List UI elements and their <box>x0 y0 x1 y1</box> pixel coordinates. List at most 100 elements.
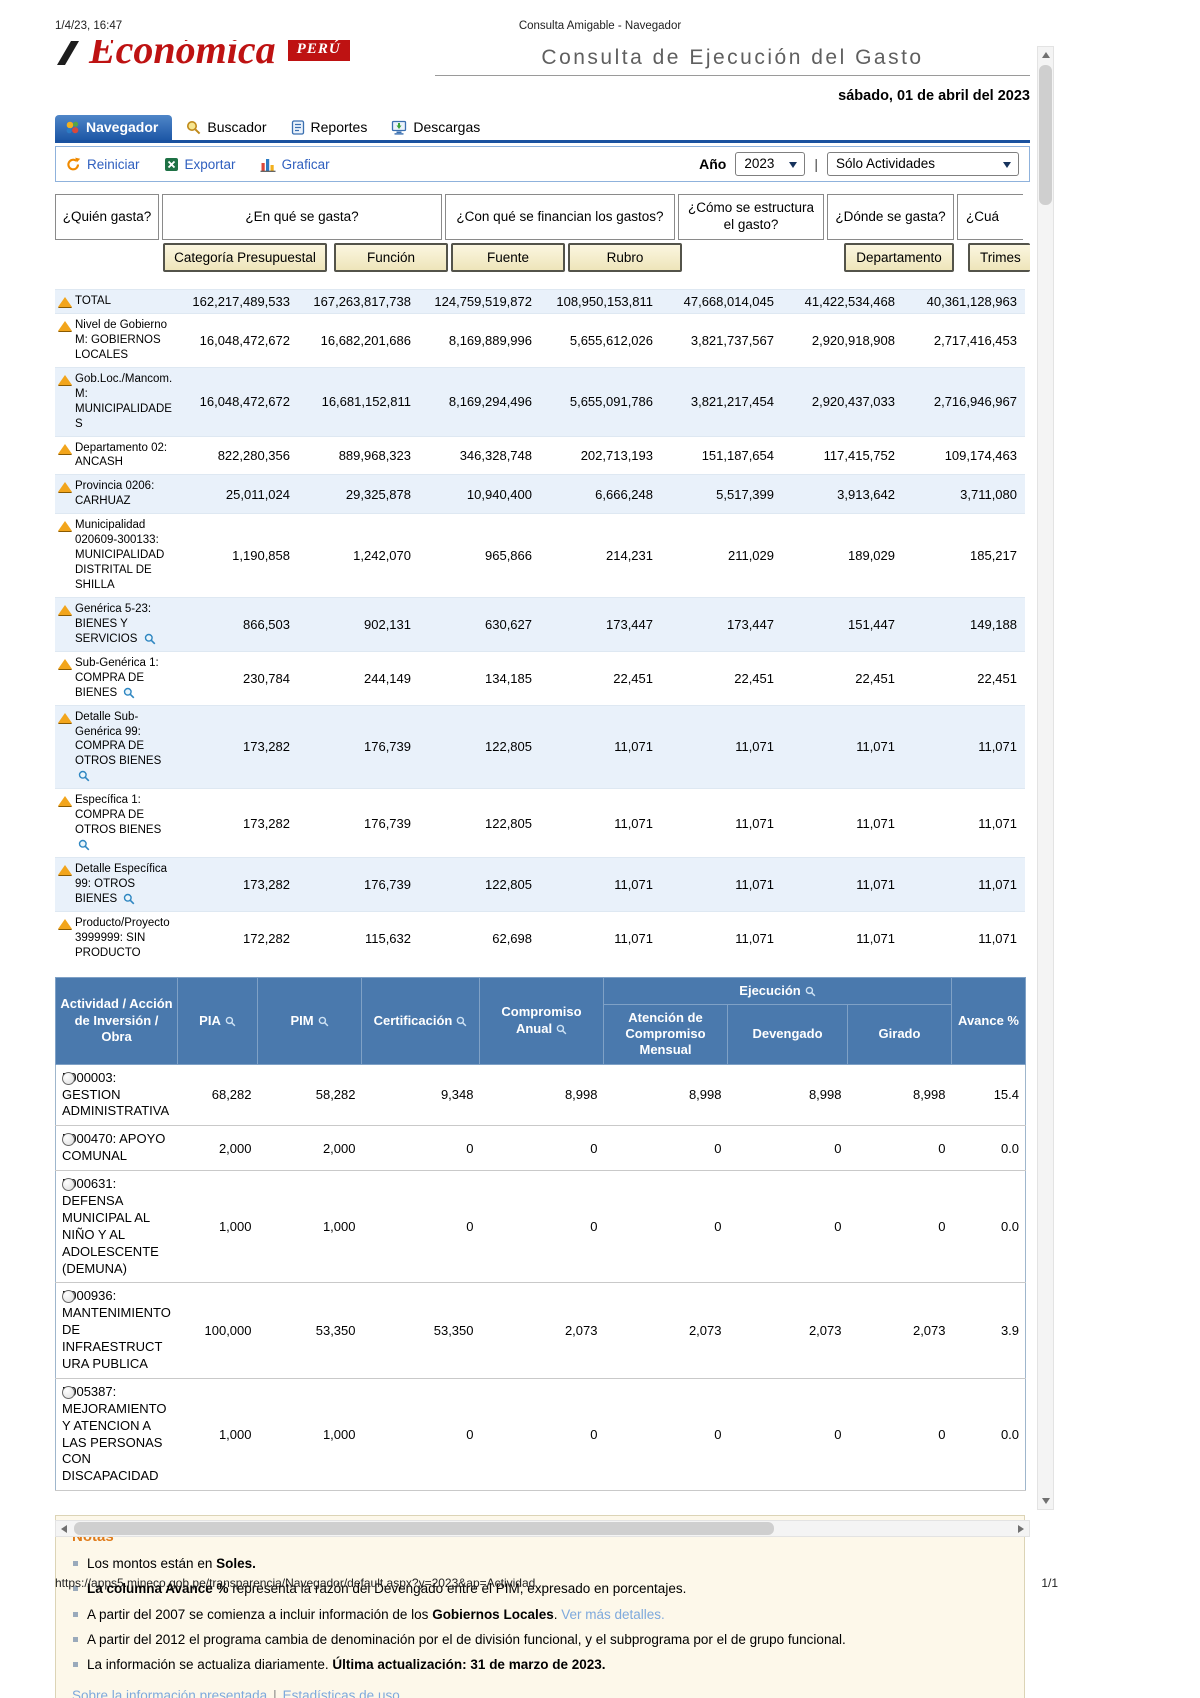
magnifier-icon[interactable] <box>123 687 135 699</box>
scope-select[interactable]: Sólo Actividades <box>827 152 1019 176</box>
drill-cell: 11,071 <box>856 739 895 755</box>
drill-cell: 134,185 <box>485 670 532 686</box>
sobre-informacion-link[interactable]: Sobre la información presentada <box>72 1688 268 1698</box>
drill-cell: 11,071 <box>856 815 895 831</box>
tab-bar: Navegador Buscador Reportes Descargas <box>55 112 1030 143</box>
activity-cell: 0 <box>847 1378 952 1492</box>
expand-triangle-icon[interactable] <box>58 320 72 331</box>
magnifier-icon[interactable] <box>318 1016 329 1027</box>
scroll-right-arrow[interactable] <box>1013 1521 1029 1536</box>
horizontal-scrollbar[interactable] <box>55 1520 1030 1537</box>
drill-row-label: Producto/Proyecto 3999999: SIN PRODUCTO <box>75 916 170 959</box>
funcion-button[interactable]: Función <box>334 243 448 272</box>
magnifier-icon[interactable] <box>78 770 90 782</box>
expand-triangle-icon[interactable] <box>58 297 72 307</box>
drill-row-label: Detalle Sub-Genérica 99: COMPRA DE OTROS… <box>75 710 162 768</box>
scroll-left-arrow[interactable] <box>56 1521 72 1536</box>
drill-row-label: Sub-Genérica 1: COMPRA DE BIENES <box>75 656 159 699</box>
drill-cell: 889,968,323 <box>338 447 411 463</box>
activity-cell: 2,000 <box>177 1125 258 1172</box>
vertical-scrollbar[interactable] <box>1037 46 1054 1510</box>
drill-cell: 11,071 <box>856 930 895 946</box>
activity-row: 5000470: APOYO COMUNAL 2,000 2,000 0 0 0… <box>55 1125 1026 1172</box>
scroll-down-arrow[interactable] <box>1038 1493 1053 1509</box>
column-header-compromiso-anual: Compromiso Anual <box>479 976 604 1065</box>
magnifier-icon[interactable] <box>805 986 816 997</box>
activity-row: 5000003: GESTION ADMINISTRATIVA 68,282 5… <box>55 1064 1026 1127</box>
drill-cell: 16,048,472,672 <box>199 394 290 410</box>
radio-button[interactable] <box>62 1290 75 1304</box>
activity-cell: 2,073 <box>847 1282 952 1379</box>
ver-mas-detalles-link[interactable]: Ver más detalles. <box>561 1606 665 1622</box>
radio-button[interactable] <box>62 1071 75 1085</box>
drill-cell: 115,632 <box>364 930 411 946</box>
expand-triangle-icon[interactable] <box>58 865 72 875</box>
drill-row-detalle-especifica: Detalle Específica 99: OTROS BIENES 173,… <box>55 857 1025 912</box>
question-donde-se-gasta: ¿Dónde se gasta? <box>827 194 954 240</box>
expand-triangle-icon[interactable] <box>58 918 72 929</box>
magnifier-icon[interactable] <box>556 1024 567 1035</box>
magnifier-icon[interactable] <box>123 893 135 905</box>
magnifier-icon[interactable] <box>225 1016 236 1027</box>
trimestre-button[interactable]: Trimes <box>968 243 1030 272</box>
expand-triangle-icon[interactable] <box>58 604 72 615</box>
notes-panel: Notas Los montos están en Soles. La colu… <box>55 1515 1025 1698</box>
vertical-scroll-thumb[interactable] <box>1039 65 1052 205</box>
drill-cell: 22,451 <box>977 670 1017 686</box>
drill-row-label: Nivel de Gobierno M: GOBIERNOS LOCALES <box>75 318 168 361</box>
activity-row: 5000631: DEFENSA MUNICIPAL AL NIÑO Y AL … <box>55 1170 1026 1284</box>
fuente-button[interactable]: Fuente <box>451 243 565 272</box>
drill-cell: 149,188 <box>970 616 1017 632</box>
drill-cell: 5,655,091,786 <box>569 394 653 410</box>
activity-row: 5000936: MANTENIMIENTO DE INFRAESTRUCTUR… <box>55 1282 1026 1379</box>
expand-triangle-icon[interactable] <box>58 374 72 385</box>
drill-cell: 173,282 <box>243 739 290 755</box>
level-button-row: Categoría Presupuestal Función Fuente Ru… <box>55 243 1030 277</box>
drill-cell: 122,805 <box>485 739 532 755</box>
tab-descargas[interactable]: Descargas <box>383 115 490 140</box>
print-url: https://apps5.mineco.gob.pe/transparenci… <box>55 1576 536 1590</box>
radio-button[interactable] <box>62 1133 75 1147</box>
scroll-up-arrow[interactable] <box>1038 47 1053 63</box>
activity-cell: 0 <box>479 1125 604 1172</box>
expand-triangle-icon[interactable] <box>58 712 72 723</box>
tab-buscador[interactable]: Buscador <box>178 115 276 140</box>
drill-cell: 16,048,472,672 <box>199 332 290 348</box>
expand-triangle-icon[interactable] <box>58 443 72 454</box>
expand-triangle-icon[interactable] <box>58 796 72 807</box>
question-row: ¿Quién gasta? ¿En qué se gasta? ¿Con qué… <box>55 194 1030 240</box>
tab-reportes[interactable]: Reportes <box>283 115 378 140</box>
magnifier-icon[interactable] <box>78 839 90 851</box>
drill-cell: 8,169,294,496 <box>448 394 532 410</box>
categoria-presupuestal-button[interactable]: Categoría Presupuestal <box>163 243 327 272</box>
departamento-button[interactable]: Departamento <box>844 243 954 272</box>
activity-cell: 0 <box>603 1378 728 1492</box>
drill-cell: 176,739 <box>364 876 411 892</box>
expand-triangle-icon[interactable] <box>58 658 72 669</box>
drill-cell: 2,716,946,967 <box>933 394 1017 410</box>
year-select[interactable]: 2023 <box>735 152 806 176</box>
print-header: 1/4/23, 16:47 Consulta Amigable - Navega… <box>0 20 1200 32</box>
drill-cell: 11,071 <box>735 930 774 946</box>
expand-triangle-icon[interactable] <box>58 482 72 493</box>
drill-cell: 11,071 <box>735 739 774 755</box>
activity-cell: 2,073 <box>727 1282 848 1379</box>
navigator-icon <box>66 121 79 133</box>
exportar-button[interactable]: Exportar <box>164 157 236 172</box>
reiniciar-button[interactable]: Reiniciar <box>66 157 140 172</box>
magnifier-icon[interactable] <box>144 633 156 645</box>
drill-row-label: TOTAL <box>75 295 111 307</box>
tab-navegador[interactable]: Navegador <box>55 115 173 140</box>
estadisticas-uso-link[interactable]: Estadísticas de uso <box>282 1688 400 1698</box>
horizontal-scroll-thumb[interactable] <box>74 1522 774 1535</box>
magnifier-icon[interactable] <box>456 1016 467 1027</box>
rubro-button[interactable]: Rubro <box>568 243 682 272</box>
drill-cell: 22,451 <box>734 670 774 686</box>
graficar-button[interactable]: Graficar <box>260 157 330 172</box>
radio-button[interactable] <box>62 1385 75 1399</box>
activity-cell: 0.0 <box>951 1125 1026 1172</box>
activity-cell: 0 <box>361 1378 480 1492</box>
expand-triangle-icon[interactable] <box>58 521 72 532</box>
radio-button[interactable] <box>62 1178 75 1192</box>
